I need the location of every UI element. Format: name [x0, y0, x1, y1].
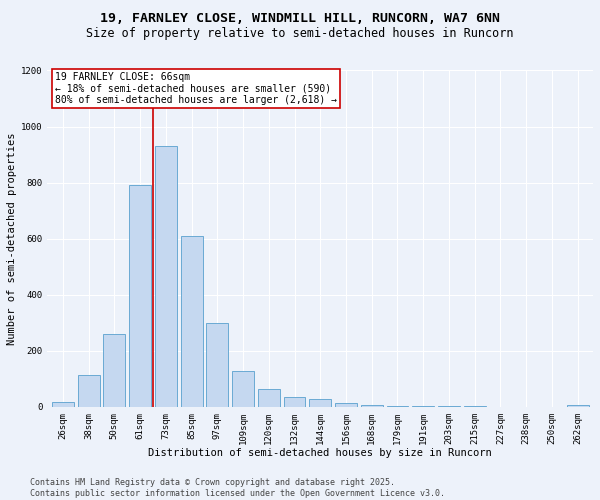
Bar — [103, 334, 125, 407]
Bar — [335, 403, 357, 407]
Text: Contains HM Land Registry data © Crown copyright and database right 2025.
Contai: Contains HM Land Registry data © Crown c… — [30, 478, 445, 498]
Bar — [566, 406, 589, 407]
Bar — [155, 146, 177, 407]
X-axis label: Distribution of semi-detached houses by size in Runcorn: Distribution of semi-detached houses by … — [148, 448, 492, 458]
Bar — [386, 406, 409, 407]
Bar — [206, 322, 228, 407]
Y-axis label: Number of semi-detached properties: Number of semi-detached properties — [7, 132, 17, 345]
Bar — [284, 397, 305, 407]
Bar — [232, 371, 254, 407]
Bar — [129, 186, 151, 407]
Bar — [78, 375, 100, 407]
Text: 19 FARNLEY CLOSE: 66sqm
← 18% of semi-detached houses are smaller (590)
80% of s: 19 FARNLEY CLOSE: 66sqm ← 18% of semi-de… — [55, 72, 337, 105]
Bar — [412, 406, 434, 407]
Bar — [310, 399, 331, 407]
Text: Size of property relative to semi-detached houses in Runcorn: Size of property relative to semi-detach… — [86, 28, 514, 40]
Text: 19, FARNLEY CLOSE, WINDMILL HILL, RUNCORN, WA7 6NN: 19, FARNLEY CLOSE, WINDMILL HILL, RUNCOR… — [100, 12, 500, 26]
Bar — [361, 405, 383, 407]
Bar — [52, 402, 74, 407]
Bar — [258, 390, 280, 407]
Bar — [181, 236, 203, 407]
